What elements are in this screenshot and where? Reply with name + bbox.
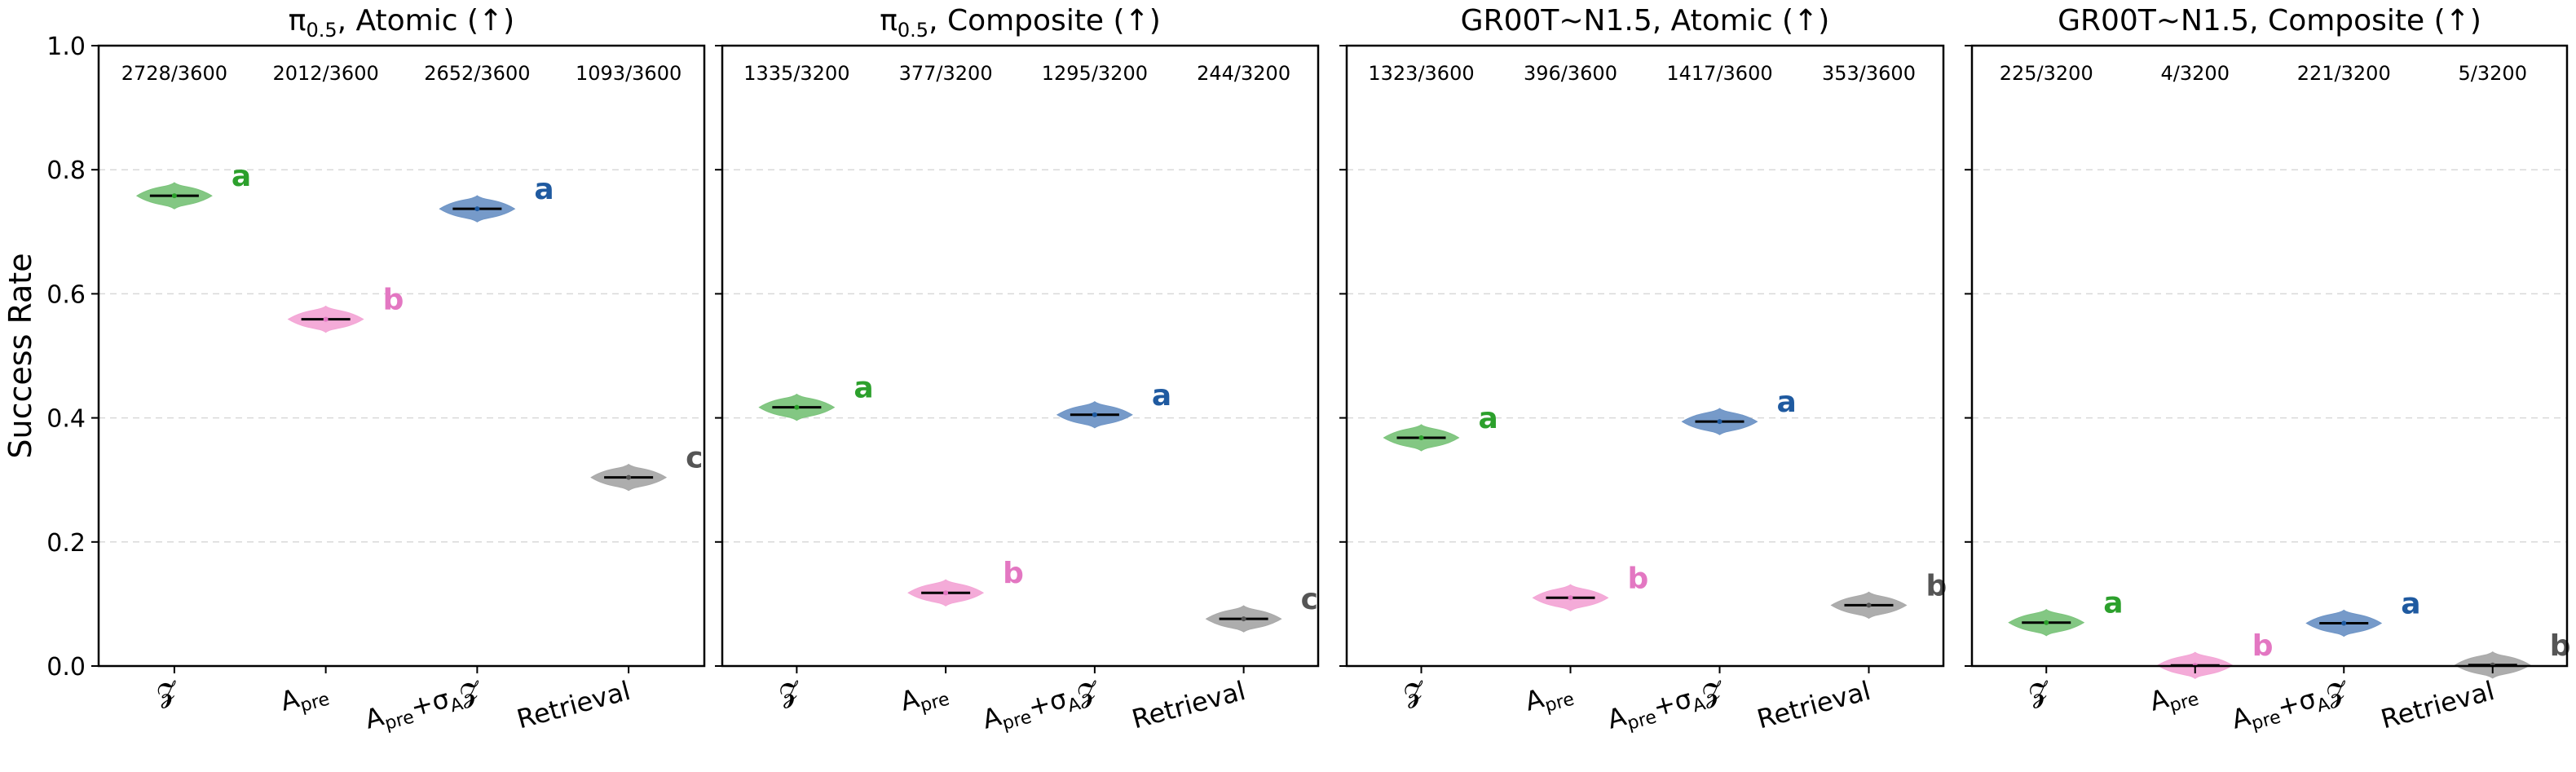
- mean-dot: [474, 206, 480, 212]
- panel-frame: [1970, 44, 2569, 668]
- significance-letter: b: [1003, 557, 1024, 590]
- y-tick-label: 0.4: [46, 405, 86, 434]
- significance-letter: a: [232, 160, 251, 193]
- panel-title: GR00T~N1.5, Atomic (↑): [1461, 4, 1830, 37]
- mean-dot: [1418, 435, 1424, 440]
- count-label: 225/3200: [2000, 62, 2093, 85]
- count-label: 1093/3600: [576, 62, 681, 85]
- panel-1: a 2728/3600 b 2012/3600 a 2652/3600 c 1093/3600…: [46, 4, 706, 739]
- x-tick-label: Retrieval: [1129, 675, 1249, 735]
- count-label: 353/3600: [1822, 62, 1916, 85]
- panel-title: GR00T~N1.5, Composite (↑): [2058, 4, 2481, 37]
- count-label: 396/3600: [1524, 62, 1617, 85]
- count-label: 5/3200: [2459, 62, 2527, 85]
- mean-dot: [794, 404, 800, 410]
- significance-letter: a: [1152, 379, 1171, 412]
- mean-dot: [2044, 620, 2049, 625]
- x-tick-label: Apre: [277, 675, 332, 721]
- significance-letter: c: [686, 442, 703, 475]
- count-label: 2728/3600: [121, 62, 227, 85]
- significance-letter: b: [383, 284, 404, 317]
- x-tick-label: Apre+σA𝓩: [2229, 674, 2353, 739]
- x-tick-label: Apre: [2146, 675, 2201, 721]
- panel-2: a 1335/3200 b 377/3200 a 1295/3200 c 244/3200 𝓩 A…: [715, 4, 1320, 739]
- x-tick-label: Apre: [1522, 675, 1577, 721]
- panel-title: π0.5, Atomic (↑): [289, 4, 514, 42]
- mean-dot: [1866, 602, 1872, 608]
- x-tick-label: Retrieval: [1753, 675, 1873, 735]
- y-tick-label: 0.2: [46, 529, 86, 558]
- x-tick-label: Retrieval: [514, 675, 633, 735]
- significance-letter: a: [854, 372, 873, 405]
- mean-dot: [323, 316, 329, 322]
- count-label: 377/3200: [899, 62, 993, 85]
- panel-frame: [97, 44, 706, 668]
- significance-letter: c: [1301, 583, 1318, 616]
- count-label: 4/3200: [2161, 62, 2230, 85]
- mean-dot: [943, 590, 949, 596]
- y-tick-label: 0.0: [46, 653, 86, 682]
- x-tick-label: 𝓩: [1400, 674, 1430, 710]
- mean-dot: [171, 193, 177, 199]
- x-tick-label: 𝓩: [153, 674, 183, 710]
- count-label: 1417/3600: [1666, 62, 1772, 85]
- count-label: 244/3200: [1197, 62, 1290, 85]
- mean-dot: [1092, 412, 1097, 417]
- count-label: 221/3200: [2297, 62, 2391, 85]
- x-tick-label: Apre+σA𝓩: [1604, 674, 1729, 739]
- x-tick-label: 𝓩: [2026, 674, 2055, 710]
- mean-dot: [2341, 620, 2347, 626]
- y-tick-label: 0.6: [46, 280, 86, 309]
- x-tick-label: Apre+σA𝓩: [979, 674, 1104, 739]
- mean-dot: [626, 474, 632, 480]
- significance-letter: b: [1628, 562, 1649, 595]
- count-label: 1335/3200: [743, 62, 849, 85]
- mean-dot: [1717, 419, 1722, 425]
- y-tick-label: 1.0: [46, 33, 86, 61]
- count-label: 1295/3200: [1042, 62, 1148, 85]
- significance-letter: a: [534, 173, 554, 206]
- significance-letter: a: [1479, 402, 1498, 435]
- mean-dot: [1241, 616, 1246, 622]
- y-tick-label: 0.8: [46, 157, 86, 185]
- significance-letter: a: [2401, 587, 2420, 620]
- count-label: 2012/3600: [273, 62, 379, 85]
- panel-frame: [721, 44, 1320, 668]
- panel-title: π0.5, Composite (↑): [880, 4, 1161, 42]
- x-tick-label: 𝓩: [776, 674, 805, 710]
- panel-frame: [1345, 44, 1945, 668]
- significance-letter: b: [2252, 629, 2274, 663]
- count-label: 2652/3600: [424, 62, 530, 85]
- x-tick-label: Retrieval: [2378, 675, 2498, 735]
- x-tick-label: Apre+σA𝓩: [362, 674, 487, 739]
- significance-letter: a: [1777, 386, 1797, 419]
- x-tick-label: Apre: [897, 675, 951, 721]
- count-label: 1323/3600: [1368, 62, 1474, 85]
- significance-letter: a: [2103, 587, 2123, 620]
- y-axis-label: Success Rate: [2, 253, 38, 458]
- mean-dot: [1568, 595, 1573, 601]
